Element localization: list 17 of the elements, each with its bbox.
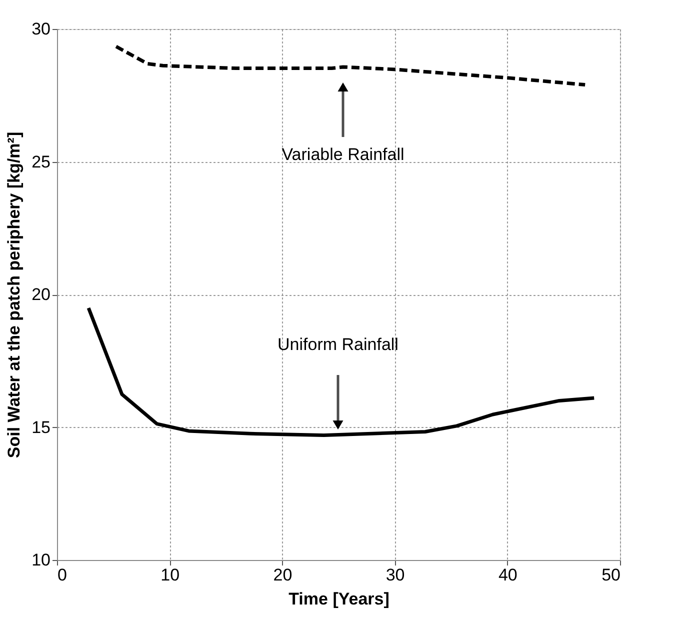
y-tick-label: 10: [32, 550, 50, 570]
y-tick-label: 30: [32, 20, 50, 38]
line-series: [86, 306, 596, 437]
x-tick-label: 10: [160, 566, 180, 584]
x-tick-label: 50: [602, 566, 620, 584]
y-axis-title: Soil Water at the patch periphery [kg/m²]: [4, 132, 24, 458]
y-tick-label: 25: [32, 152, 50, 172]
line-series: [114, 44, 587, 87]
x-axis-title: Time [Years]: [288, 590, 390, 608]
x-tick-label: 0: [58, 566, 67, 584]
annotation: Variable Rainfall: [282, 145, 404, 164]
x-tick-label: 40: [498, 566, 518, 584]
x-tick-label: 20: [273, 566, 292, 584]
x-tick-label: 30: [386, 566, 405, 584]
annotation: Uniform Rainfall: [278, 335, 398, 354]
y-tick-label: 20: [32, 285, 50, 304]
y-tick-label: 15: [32, 418, 50, 437]
